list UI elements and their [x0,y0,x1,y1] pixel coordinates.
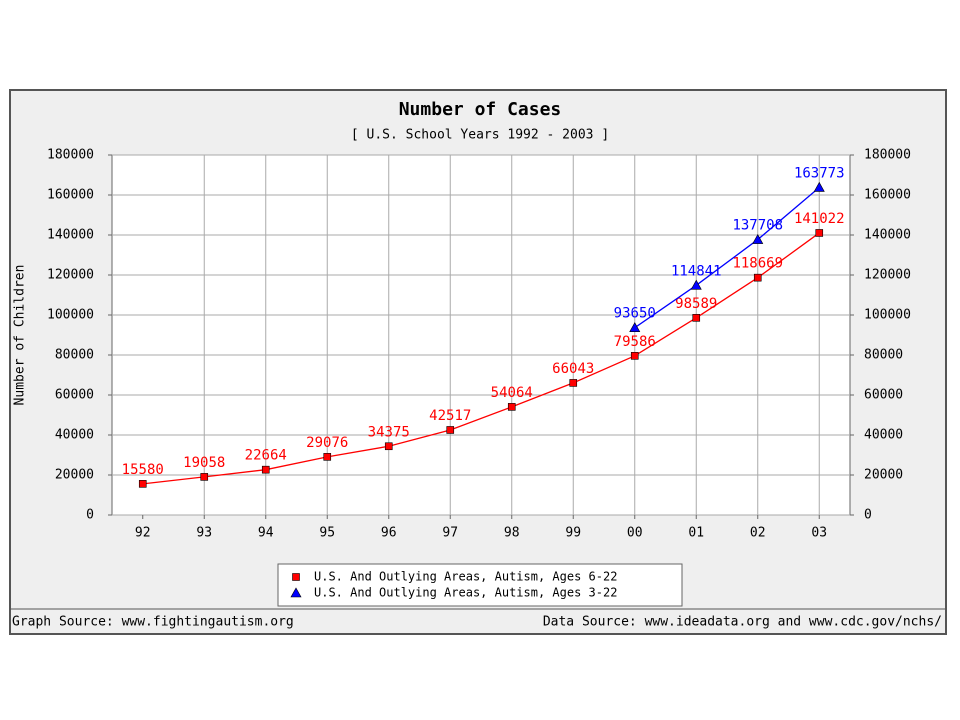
series-line [142,232,820,485]
chart-subtitle: [ U.S. School Years 1992 - 2003 ] [351,128,609,143]
footer-right: Data Source: www.ideadata.org and www.cd… [543,615,942,630]
marker [507,403,516,411]
data-label: 114841 [671,263,722,279]
x-tick-label: 97 [442,526,458,541]
x-tick-label: 01 [688,526,704,541]
data-label: 19058 [183,455,225,471]
x-tick-label: 94 [258,526,274,541]
footer-left: Graph Source: www.fightingautism.org [12,615,294,630]
marker [630,352,639,360]
marker [690,279,702,290]
data-label: 93650 [614,306,656,322]
marker [692,314,701,322]
y-tick-label: 40000 [55,428,94,443]
data-label: 98589 [675,296,717,312]
marker [752,233,764,244]
y-tick-label: 160000 [47,188,94,203]
x-tick-label: 93 [196,526,212,541]
y2-tick-label: 120000 [864,268,911,283]
marker [753,273,762,282]
plot-area [111,154,851,516]
data-label: 79586 [614,334,656,350]
y2-tick-label: 80000 [864,348,903,363]
y2-tick-label: 180000 [864,148,911,163]
y-tick-label: 140000 [47,228,94,243]
data-label: 163773 [794,165,845,181]
legend-label: U.S. And Outlying Areas, Autism, Ages 6-… [314,570,617,584]
marker [323,453,332,461]
y-axis-label: Number of Children [13,265,28,406]
x-tick-label: 03 [811,526,827,541]
y-tick-label: 100000 [47,308,94,323]
data-label: 137708 [732,218,783,234]
legend [277,563,683,607]
y2-tick-label: 100000 [864,308,911,323]
y2-tick-label: 0 [864,508,872,523]
marker [200,473,209,481]
marker [629,322,641,332]
y-tick-label: 20000 [55,468,94,483]
marker [569,379,578,387]
x-tick-label: 02 [750,526,766,541]
y2-tick-label: 40000 [864,428,903,443]
marker [292,573,300,581]
y2-tick-label: 140000 [864,228,911,243]
data-label: 29076 [306,435,348,451]
data-label: 22664 [245,448,287,464]
marker [813,181,825,192]
y-tick-label: 0 [86,508,94,523]
data-label: 66043 [552,361,594,377]
data-label: 42517 [429,408,471,424]
y-tick-label: 180000 [47,148,94,163]
data-label: 34375 [368,424,410,440]
marker [446,426,455,434]
marker [384,442,393,451]
data-label: 141022 [794,211,845,227]
x-tick-label: 98 [504,526,520,541]
y-tick-label: 80000 [55,348,94,363]
data-label: 54064 [491,385,533,401]
series-line [634,186,820,329]
marker [138,480,147,488]
marker [261,465,270,474]
x-tick-label: 00 [627,526,643,541]
marker [815,229,824,237]
legend-label: U.S. And Outlying Areas, Autism, Ages 3-… [314,586,617,600]
marker [290,587,302,598]
chart-title: Number of Cases [399,99,562,120]
y2-tick-label: 160000 [864,188,911,203]
x-tick-label: 99 [565,526,581,541]
y2-tick-label: 60000 [864,388,903,403]
y2-tick-label: 20000 [864,468,903,483]
x-tick-label: 96 [381,526,397,541]
y-tick-label: 60000 [55,388,94,403]
data-label: 15580 [122,462,164,478]
x-tick-label: 92 [135,526,151,541]
data-label: 118669 [732,256,783,272]
y-tick-label: 120000 [47,268,94,283]
x-tick-label: 95 [319,526,335,541]
